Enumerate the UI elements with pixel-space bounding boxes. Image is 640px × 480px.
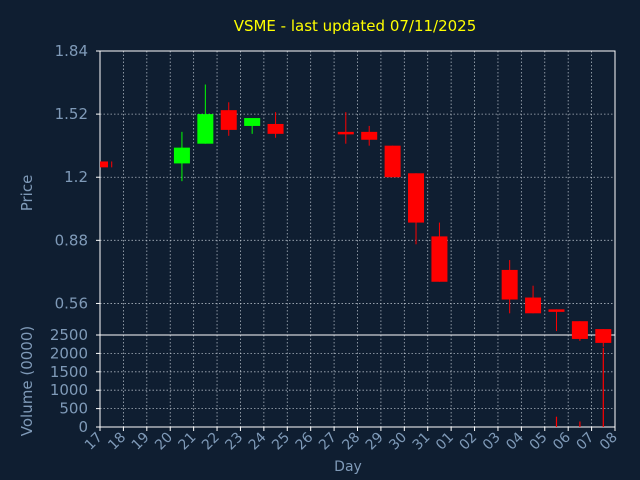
candle [571,321,588,341]
candle-body [244,118,261,126]
candle [337,112,354,144]
candle [595,329,612,347]
price-axis-label: Price [18,175,36,212]
candle-body [337,131,354,135]
volume-series [555,347,604,427]
volume-tick-label: 500 [59,400,88,418]
volume-tick-label: 2000 [50,344,88,362]
volume-tick-label: 0 [78,418,88,436]
candle-body [525,297,542,314]
candle-body [408,173,425,223]
day-axis: 17 18 19 20 21 22 23 24 25 26 27 28 29 30 31 01 02 03 04 05… [82,427,621,453]
candle-body [595,329,612,343]
x-axis-label: Day [334,459,362,475]
candle [361,125,378,146]
candle [384,145,401,178]
price-tick-label: 1.52 [55,105,88,123]
candle-body [501,269,518,300]
price-axis: 1.84 1.52 1.2 0.88 0.56 [55,42,100,312]
candle [501,260,518,314]
candle [244,118,261,134]
candle-body [548,309,565,312]
candle-body [173,147,190,164]
volume-axis-label: Volume (0000) [18,326,36,436]
candle-body [431,236,448,282]
chart-title: VSME - last updated 07/11/2025 [234,17,477,35]
candle-body [100,161,108,168]
price-tick-label: 0.56 [55,294,88,312]
candle-body [384,145,401,178]
candle-body [220,110,237,130]
volume-tick-label: 1000 [50,381,88,399]
candle [267,112,284,138]
price-tick-label: 0.88 [55,231,88,249]
volume-tick-label: 2500 [50,326,88,344]
volume-tick-label: 1500 [50,363,88,381]
candle [525,285,542,314]
candlestick-series [100,84,612,347]
price-tick-label: 1.84 [55,42,88,60]
candle-body [197,114,214,144]
candle-body [267,123,284,134]
volume-grid [100,335,615,427]
candle-body [361,131,378,140]
candle [408,173,425,245]
price-tick-label: 1.2 [64,168,88,186]
candle-body [571,321,588,339]
candle [100,161,113,168]
candle [197,84,214,144]
candle [173,131,190,182]
candle [431,222,448,282]
candle [548,309,565,332]
candle [220,102,237,136]
